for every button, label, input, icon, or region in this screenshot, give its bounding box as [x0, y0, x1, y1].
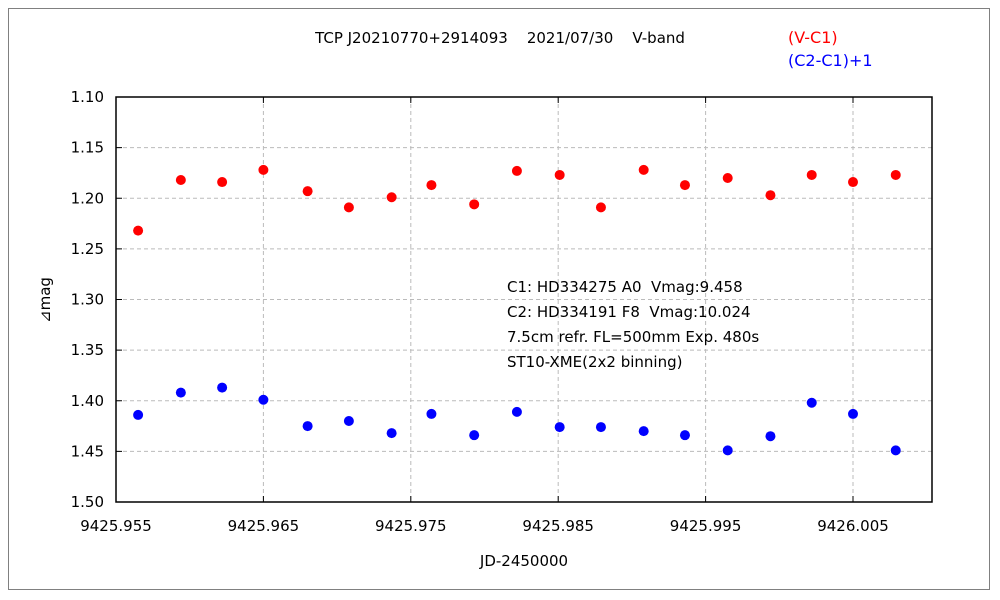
- point-v-c1: [302, 186, 313, 197]
- x-tick-label: 9425.975: [375, 517, 447, 535]
- legend-c2-c1: (C2-C1)+1: [788, 51, 873, 70]
- point-c2-c1: [765, 431, 776, 442]
- point-c2-c1: [258, 394, 269, 405]
- y-tick-label: 1.25: [71, 240, 104, 258]
- point-v-c1: [890, 169, 901, 180]
- annotation-camera: ST10-XME(2x2 binning): [507, 353, 682, 371]
- point-v-c1: [554, 169, 565, 180]
- y-tick-label: 1.30: [71, 291, 104, 309]
- y-tick-label: 1.40: [71, 392, 104, 410]
- point-v-c1: [258, 164, 269, 175]
- point-v-c1: [638, 164, 649, 175]
- point-c2-c1: [426, 408, 437, 419]
- point-v-c1: [595, 202, 606, 213]
- point-c2-c1: [175, 387, 186, 398]
- x-tick-label: 9425.985: [522, 517, 594, 535]
- y-tick-label: 1.15: [71, 139, 104, 157]
- chart-frame: [8, 8, 990, 590]
- x-axis-label: JD-2450000: [479, 552, 568, 570]
- point-c2-c1: [554, 422, 565, 433]
- point-c2-c1: [133, 409, 144, 420]
- point-v-c1: [679, 180, 690, 191]
- point-v-c1: [765, 190, 776, 201]
- point-c2-c1: [511, 406, 522, 417]
- point-v-c1: [848, 177, 858, 188]
- point-c2-c1: [217, 382, 228, 393]
- point-c2-c1: [848, 408, 858, 419]
- point-c2-c1: [638, 426, 649, 437]
- point-v-c1: [806, 169, 817, 180]
- point-c2-c1: [722, 445, 733, 456]
- data-points: [133, 164, 901, 456]
- annotation-c2: C2: HD334191 F8 Vmag:10.024: [507, 303, 751, 321]
- x-tick-label: 9425.955: [80, 517, 152, 535]
- y-tick-label: 1.35: [71, 341, 104, 359]
- point-c2-c1: [679, 430, 690, 441]
- point-c2-c1: [806, 397, 817, 408]
- point-c2-c1: [386, 428, 397, 439]
- point-v-c1: [343, 202, 354, 213]
- x-tick-label: 9425.965: [228, 517, 300, 535]
- point-v-c1: [133, 225, 144, 236]
- axis-ticks: 1.10 1.15 1.20 1.25 1.30 1.35 1.40 1.45 1.50 9425…: [71, 88, 889, 535]
- chart-title: TCP J20210770+2914093 2021/07/30 V-band: [314, 29, 685, 47]
- point-v-c1: [426, 180, 437, 191]
- y-tick-label: 1.50: [71, 493, 104, 511]
- point-c2-c1: [890, 445, 901, 456]
- point-c2-c1: [595, 422, 606, 433]
- grid: [116, 97, 932, 502]
- point-c2-c1: [469, 430, 480, 441]
- y-tick-label: 1.45: [71, 442, 104, 460]
- x-tick-label: 9426.005: [817, 517, 889, 535]
- point-v-c1: [722, 173, 733, 183]
- legend-v-c1: (V-C1): [788, 28, 838, 47]
- point-v-c1: [175, 175, 186, 186]
- y-axis-label: ⊿mag: [36, 277, 54, 323]
- point-v-c1: [386, 192, 397, 203]
- x-tick-label: 9425.995: [670, 517, 742, 535]
- y-tick-label: 1.20: [71, 189, 104, 207]
- point-v-c1: [511, 165, 522, 176]
- point-v-c1: [469, 199, 480, 210]
- point-c2-c1: [302, 421, 313, 432]
- point-v-c1: [217, 177, 228, 188]
- annotation-telescope: 7.5cm refr. FL=500mm Exp. 480s: [507, 328, 759, 346]
- y-tick-label: 1.10: [71, 88, 104, 106]
- point-c2-c1: [343, 416, 354, 426]
- annotation-c1: C1: HD334275 A0 Vmag:9.458: [507, 278, 743, 296]
